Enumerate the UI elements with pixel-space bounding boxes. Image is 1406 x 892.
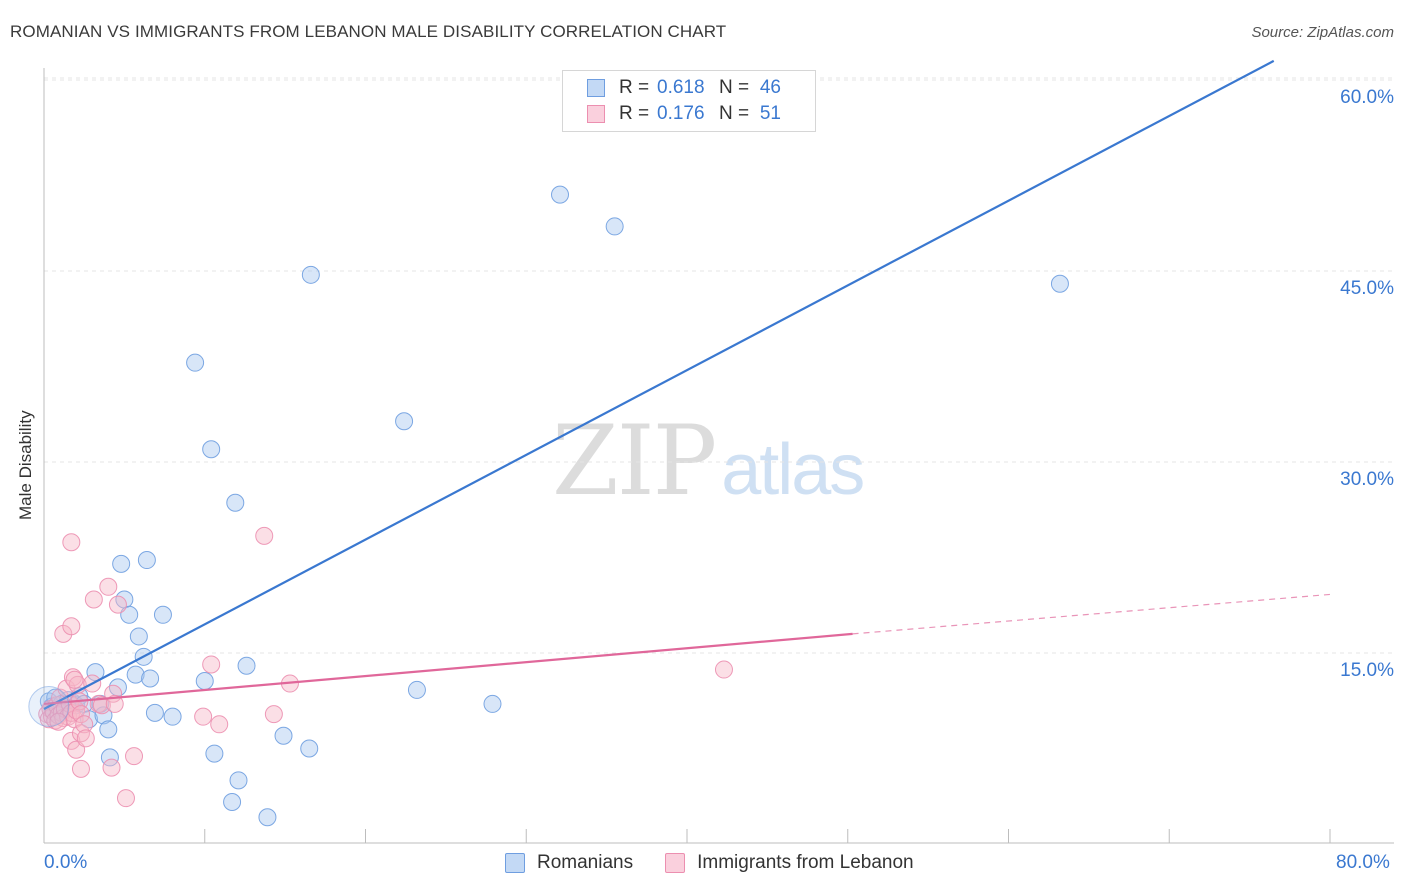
y-axis-label: Male Disability (16, 410, 35, 520)
romanians-point (120, 605, 139, 624)
lebanon-point (116, 789, 135, 808)
romanians-point (551, 185, 570, 204)
lebanon-point (105, 694, 124, 713)
stats-legend-row-lebanon: R = 0.176 N = 51 (587, 102, 781, 126)
x-tick-max: 80.0% (1336, 852, 1390, 873)
lebanon-trend-line (43, 632, 853, 706)
romanians-point (300, 739, 319, 758)
romanians-point (145, 703, 164, 722)
stats-legend: R = 0.618 N = 46 R = 0.176 N = 51 (562, 70, 816, 132)
lebanon-point (62, 617, 81, 636)
romanians-point (237, 656, 256, 675)
watermark-atlas: atlas (721, 430, 865, 510)
romanians-point (202, 440, 221, 459)
y-tick-label: 45.0% (1340, 278, 1394, 299)
legend-label-romanians: Romanians (537, 852, 634, 873)
n-value: 46 (759, 77, 781, 98)
lebanon-point (108, 595, 127, 614)
romanians-point (605, 217, 624, 236)
lebanon-point (71, 759, 90, 778)
romanians-point (274, 726, 293, 745)
lebanon-trend-extension (852, 593, 1331, 635)
y-tick-label: 15.0% (1340, 660, 1394, 681)
series-legend: Romanians Immigrants from Lebanon (505, 852, 946, 874)
lebanon-point (84, 590, 103, 609)
romanians-point (86, 663, 105, 682)
source-label: Source: ZipAtlas.com (1251, 24, 1394, 41)
legend-item-romanians[interactable]: Romanians (505, 852, 633, 874)
lebanon-point (67, 740, 86, 759)
romanians-point (112, 554, 131, 573)
romanians-point (141, 669, 160, 688)
romanians-point (1050, 274, 1069, 293)
romanians-point (226, 493, 245, 512)
lebanon-point (255, 526, 274, 545)
romanians-point (163, 707, 182, 726)
romanians-point (129, 627, 148, 646)
n-value: 51 (759, 103, 781, 124)
lebanon-point (714, 660, 733, 679)
watermark-zip: ZIP (552, 405, 717, 517)
stats-legend-row-romanians: R = 0.618 N = 46 (587, 76, 781, 100)
lebanon-point (194, 707, 213, 726)
lebanon-point (62, 731, 81, 750)
watermark: ZIPatlas (552, 405, 865, 517)
lebanon-point (75, 715, 94, 734)
lebanon-point (76, 729, 95, 748)
romanians-point (195, 672, 214, 691)
lebanon-point (264, 705, 283, 724)
romanians-point (186, 353, 205, 372)
r-value: 0.618 (657, 77, 705, 98)
romanians-point (99, 720, 118, 739)
lebanon-point (92, 696, 111, 715)
y-tick-label: 30.0% (1340, 469, 1394, 490)
lebanon-point (99, 577, 118, 596)
legend-label-lebanon: Immigrants from Lebanon (697, 852, 914, 873)
romanians-point (137, 551, 156, 570)
romanians-point (483, 694, 502, 713)
r-label: R = (619, 103, 650, 124)
romanians-point (153, 605, 172, 624)
lebanon-swatch (587, 105, 605, 123)
chart-title: ROMANIAN VS IMMIGRANTS FROM LEBANON MALE… (10, 22, 727, 41)
lebanon-point (102, 758, 121, 777)
y-tick-label: 60.0% (1340, 87, 1394, 108)
romanians-point (126, 665, 145, 684)
r-value: 0.176 (657, 103, 705, 124)
romanians-point (229, 771, 248, 790)
romanians-point (407, 680, 426, 699)
romanians-point (395, 412, 414, 431)
lebanon-point (202, 655, 221, 674)
lebanon-point (210, 715, 229, 734)
romanians-point (301, 265, 320, 284)
lebanon-point (62, 533, 81, 552)
romanians-point (258, 808, 277, 827)
romanians-legend-swatch (505, 853, 525, 873)
n-label: N = (719, 77, 750, 98)
r-label: R = (619, 77, 650, 98)
romanians-point (205, 744, 224, 763)
romanians-point (223, 792, 242, 811)
romanians-swatch (587, 79, 605, 97)
lebanon-point (71, 705, 90, 724)
x-tick-min: 0.0% (44, 852, 88, 873)
romanians-cluster-point (28, 685, 70, 727)
lebanon-point (65, 670, 84, 689)
lebanon-legend-swatch (665, 853, 686, 873)
lebanon-point (125, 747, 144, 766)
n-label: N = (719, 103, 750, 124)
legend-item-lebanon[interactable]: Immigrants from Lebanon (665, 852, 914, 874)
romanians-trend-line (43, 59, 1275, 710)
